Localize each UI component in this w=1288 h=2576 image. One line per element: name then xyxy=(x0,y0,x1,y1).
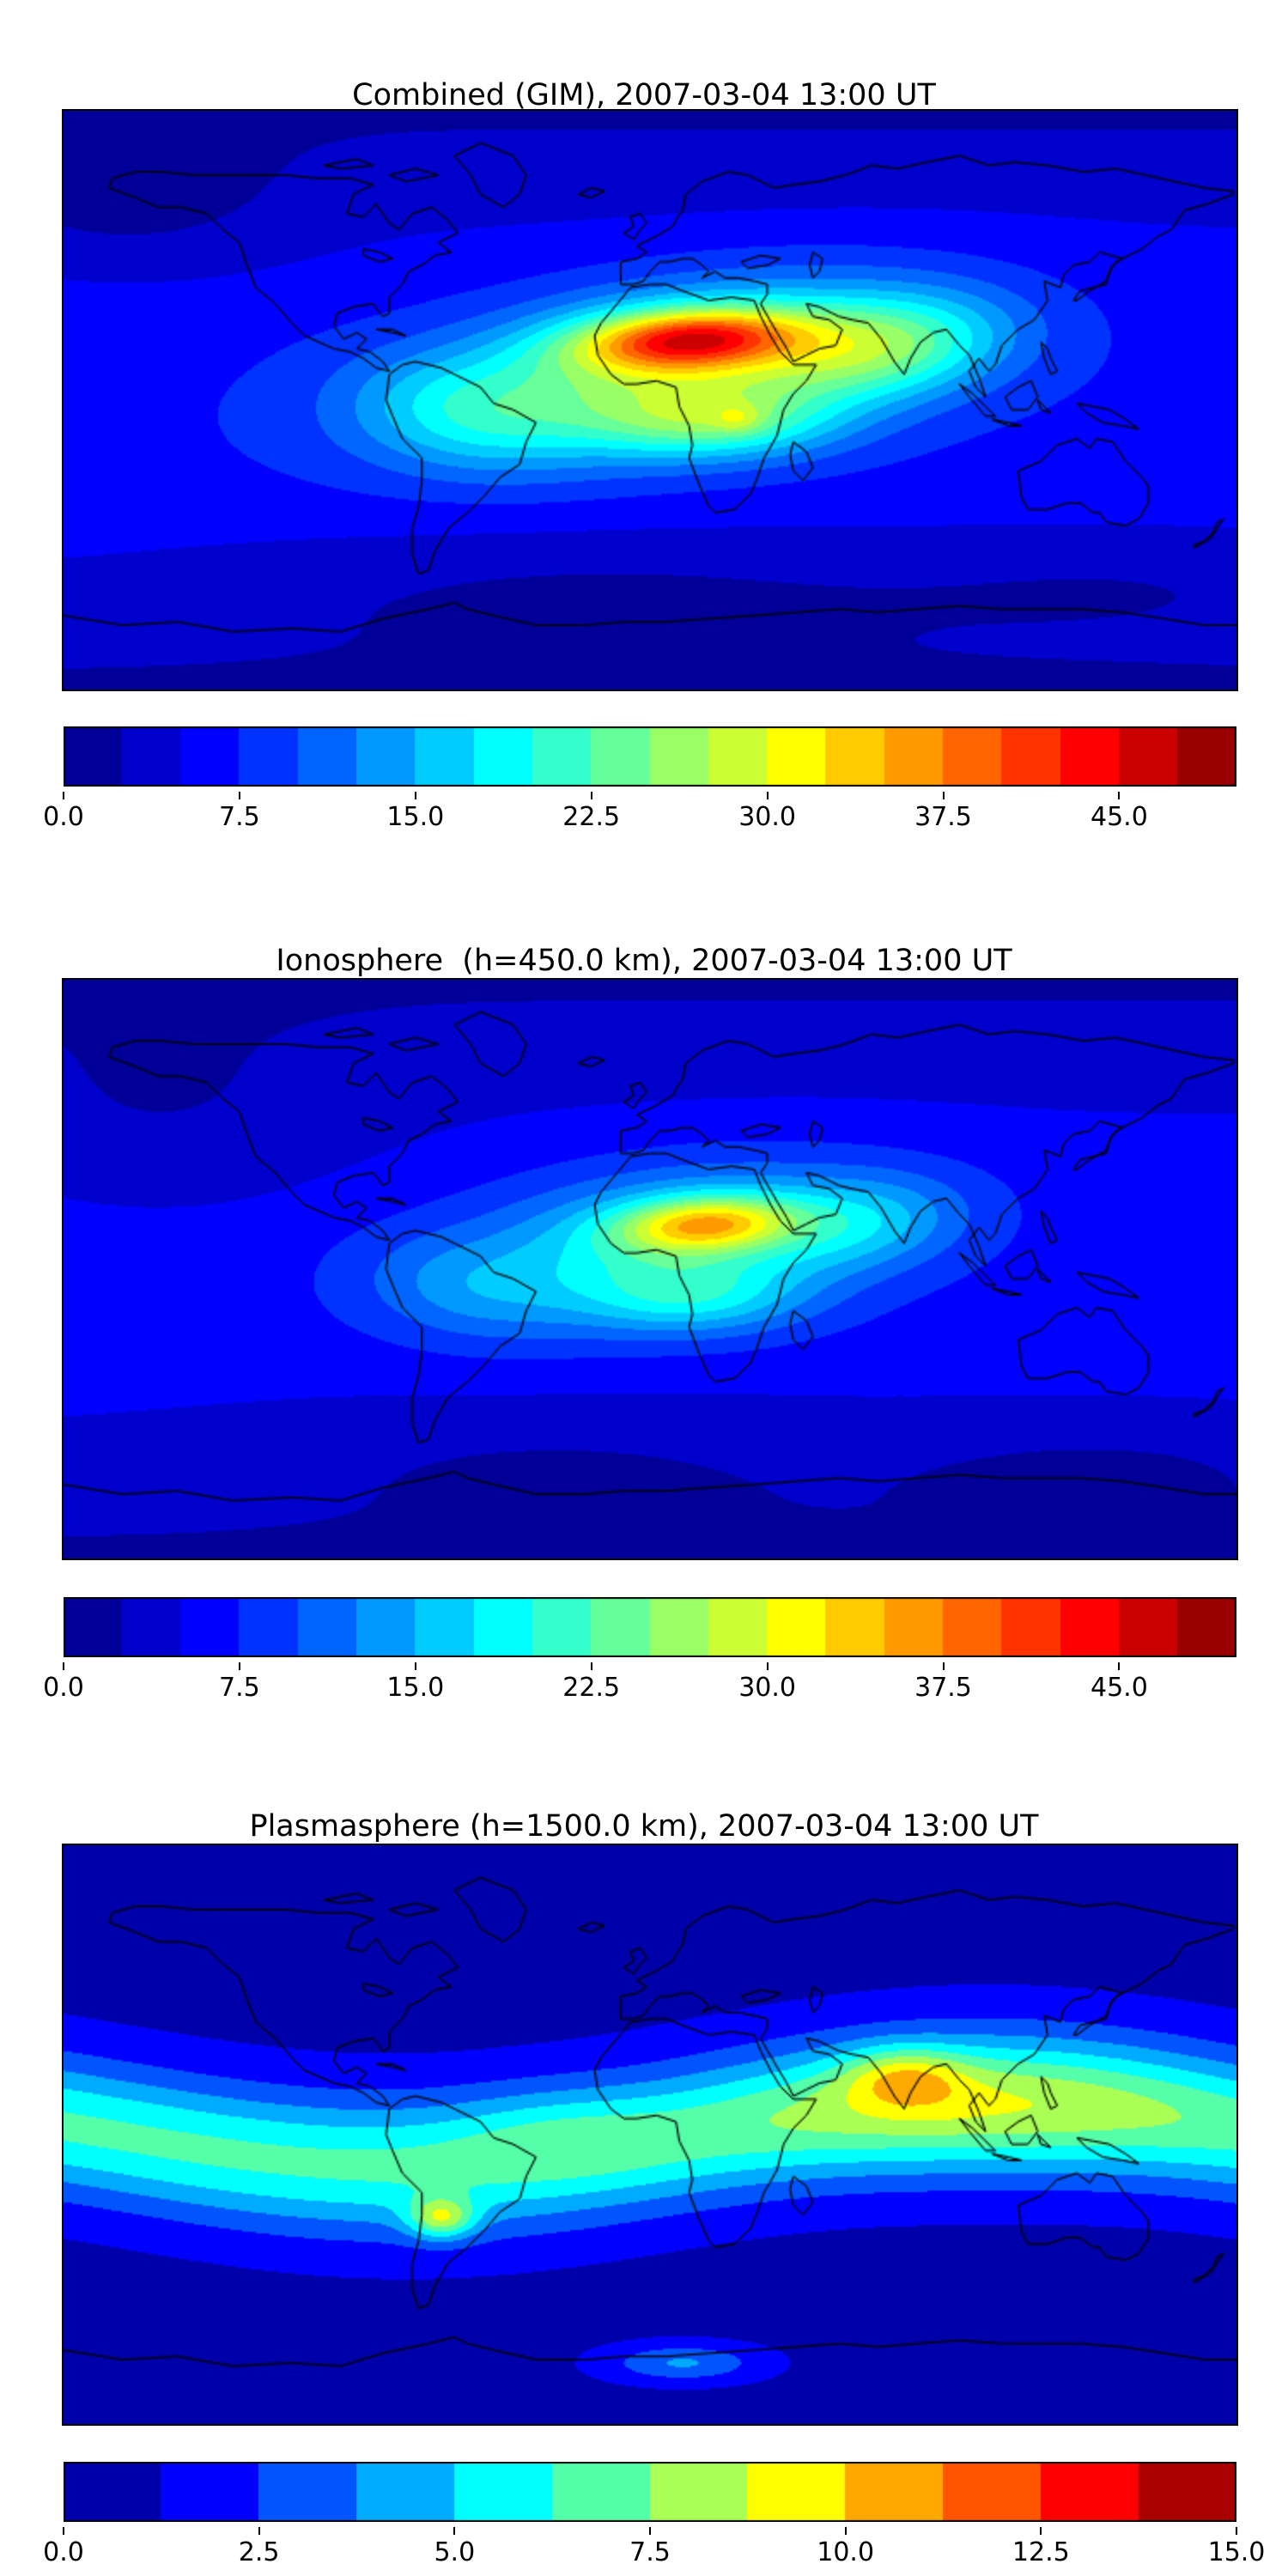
figure-title-combined: Combined (GIM), 2007-03-04 13:00 UT xyxy=(352,78,936,113)
colorbar-tick-label: 22.5 xyxy=(562,802,621,832)
colorbar-tick-mark xyxy=(942,1662,945,1670)
colorbar-tick-label: 7.5 xyxy=(219,802,260,832)
colorbar-tick-label: 10.0 xyxy=(817,2537,875,2567)
colorbar-tick-label: 0.0 xyxy=(43,1673,84,1703)
figure-title-ionosphere: Ionosphere (h=450.0 km), 2007-03-04 13:0… xyxy=(276,944,1012,979)
figure-title-plasmasphere: Plasmasphere (h=1500.0 km), 2007-03-04 1… xyxy=(249,1809,1039,1844)
map-canvas-plasmasphere xyxy=(62,1844,1238,2426)
colorbar-tick-label: 45.0 xyxy=(1090,1673,1148,1703)
colorbar-tick-label: 30.0 xyxy=(738,802,796,832)
colorbar-tick-mark xyxy=(844,2527,847,2535)
colorbar-canvas-ionosphere xyxy=(64,1597,1236,1657)
map-canvas-combined xyxy=(62,109,1238,691)
colorbar-tick-mark xyxy=(414,792,416,799)
colorbar-tick-mark xyxy=(1040,2527,1042,2535)
colorbar-tick-mark xyxy=(63,1662,64,1670)
colorbar-tick-mark xyxy=(238,792,240,799)
colorbar-canvas-combined xyxy=(64,726,1236,787)
colorbar-tick-label: 7.5 xyxy=(219,1673,260,1703)
colorbar-tick-label: 2.5 xyxy=(238,2537,280,2567)
colorbar-tick-label: 0.0 xyxy=(43,2537,84,2567)
colorbar-tick-mark xyxy=(1118,1662,1121,1670)
colorbar-ticks-combined: 0.0 7.5 15.0 22.5 30.0 37.5 45.0 xyxy=(43,792,1236,835)
colorbar-tick-label: 37.5 xyxy=(914,802,972,832)
colorbar-tick-mark xyxy=(942,792,945,799)
map-canvas-ionosphere xyxy=(62,978,1238,1560)
colorbar-tick-mark xyxy=(766,792,769,799)
colorbar-tick-label: 7.5 xyxy=(629,2537,671,2567)
colorbar-tick-mark xyxy=(1118,792,1121,799)
colorbar-ticks-ionosphere: 0.0 7.5 15.0 22.5 30.0 37.5 45.0 xyxy=(43,1662,1236,1705)
colorbar-tick-label: 12.5 xyxy=(1012,2537,1070,2567)
colorbar-tick-label: 22.5 xyxy=(562,1673,621,1703)
colorbar-tick-mark xyxy=(414,1662,416,1670)
colorbar-ticks-plasmasphere: 0.0 2.5 5.0 7.5 10.0 12.5 15.0 xyxy=(43,2527,1265,2570)
colorbar-tick-label: 37.5 xyxy=(914,1673,972,1703)
colorbar-tick-label: 15.0 xyxy=(386,1673,445,1703)
colorbar-tick-mark xyxy=(258,2527,260,2535)
colorbar-tick-mark xyxy=(1236,2527,1237,2535)
colorbar-tick-mark xyxy=(63,2527,64,2535)
colorbar-tick-label: 15.0 xyxy=(386,802,445,832)
colorbar-tick-mark xyxy=(649,2527,651,2535)
colorbar-canvas-plasmasphere xyxy=(64,2462,1236,2522)
colorbar-tick-mark xyxy=(63,792,64,799)
colorbar-tick-label: 30.0 xyxy=(738,1673,796,1703)
colorbar-tick-mark xyxy=(590,792,592,799)
colorbar-tick-mark xyxy=(590,1662,592,1670)
colorbar-tick-label: 0.0 xyxy=(43,802,84,832)
colorbar-tick-mark xyxy=(238,1662,240,1670)
colorbar-tick-mark xyxy=(766,1662,769,1670)
colorbar-tick-label: 45.0 xyxy=(1090,802,1148,832)
colorbar-tick-label: 15.0 xyxy=(1207,2537,1266,2567)
colorbar-tick-label: 5.0 xyxy=(434,2537,476,2567)
colorbar-tick-mark xyxy=(453,2527,456,2535)
